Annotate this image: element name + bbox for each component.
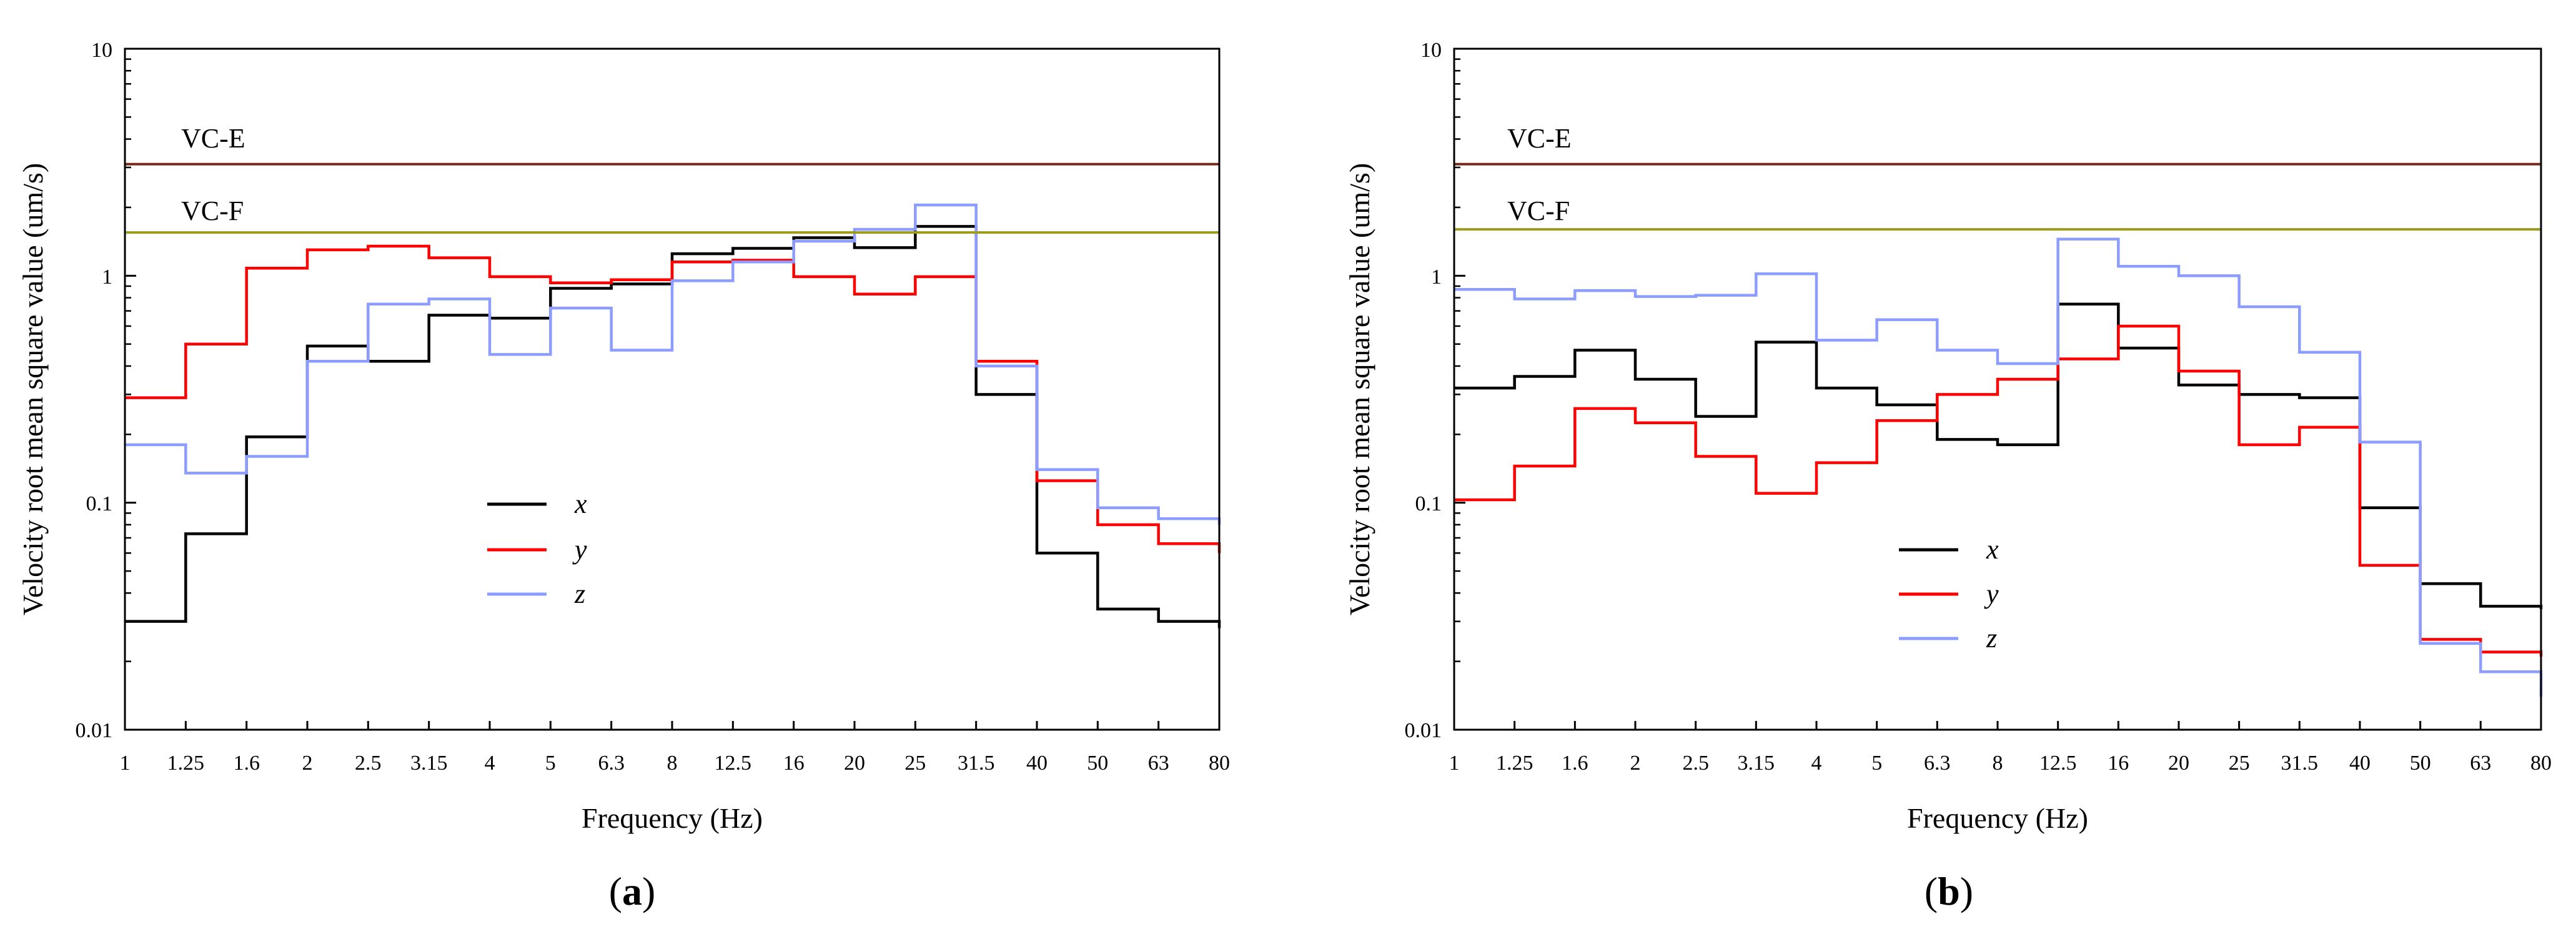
panel-a-xtick-7: 5 <box>545 752 556 775</box>
panel-a-ticks <box>124 47 1221 731</box>
panel-a-xtick-16: 50 <box>1087 752 1108 775</box>
panel-b-ytick-10: 10 <box>1420 39 1442 62</box>
panel-b-series-layer <box>1454 237 2543 697</box>
panel-a-xtick-17: 63 <box>1148 752 1169 775</box>
panel-a-caption: (a) <box>609 869 656 913</box>
panel-b-xtick-11: 16 <box>2108 752 2129 775</box>
panel-b-caption: (b) <box>1925 869 1973 913</box>
panel-b-xtick-7: 5 <box>1871 752 1882 775</box>
panel-a-xtick-6: 4 <box>485 752 495 775</box>
panel-b-xtick-10: 12.5 <box>2039 752 2077 775</box>
panel-b-legend-label-y: y <box>1984 579 1999 609</box>
panel-b-ytick-1: 1 <box>1431 266 1442 289</box>
panel-a: 0.01 0.1 1 10 1 1.25 1.6 2 2.5 3.15 4 5 … <box>17 39 1230 913</box>
panel-a-series-layer <box>125 203 1221 628</box>
panel-a-series-y <box>125 244 1221 554</box>
panel-b-xtick-9: 8 <box>1993 752 2003 775</box>
panel-a-xtick-2: 1.6 <box>233 752 260 775</box>
panel-b-xtick-3: 2 <box>1630 752 1641 775</box>
panel-a-xtick-10: 12.5 <box>715 752 752 775</box>
panel-a-ytick-10: 10 <box>91 39 112 62</box>
panel-a-xtick-18: 80 <box>1209 752 1230 775</box>
panel-b-xtick-13: 25 <box>2229 752 2250 775</box>
panel-b-xtick-15: 40 <box>2349 752 2370 775</box>
panel-b-xtick-2: 1.6 <box>1562 752 1588 775</box>
panel-a-xtick-14: 31.5 <box>958 752 995 775</box>
panel-a-series-z <box>125 203 1221 525</box>
panel-a-series-x <box>125 225 1221 628</box>
panel-b-xtick-8: 6.3 <box>1924 752 1951 775</box>
panel-a-xtick-5: 3.15 <box>410 752 448 775</box>
panel-a-x-axis-label: Frequency (Hz) <box>582 802 763 834</box>
panel-b-legend: x y z <box>1899 534 1999 653</box>
panel-a-ytick-0.1: 0.1 <box>86 492 113 515</box>
panel-b-xtick-4: 2.5 <box>1682 752 1709 775</box>
panel-b-ytick-0.01: 0.01 <box>1405 719 1442 742</box>
panel-b-xtick-1: 1.25 <box>1496 752 1533 775</box>
panel-b-xtick-5: 3.15 <box>1738 752 1775 775</box>
panel-a-xtick-9: 8 <box>667 752 678 775</box>
panel-a-vc-f-label: VC-F <box>181 196 244 226</box>
panel-b-legend-label-x: x <box>1986 534 1999 565</box>
panel-a-caption-letter: a <box>622 869 642 913</box>
panel-b-xtick-17: 63 <box>2470 752 2491 775</box>
panel-a-xtick-11: 16 <box>783 752 805 775</box>
panel-b-series-y <box>1454 324 2543 657</box>
panel-a-reference-lines <box>125 162 1219 234</box>
panel-b-ytick-0.1: 0.1 <box>1415 492 1442 515</box>
panel-b-x-axis-label: Frequency (Hz) <box>1907 802 2088 834</box>
panel-b-xtick-16: 50 <box>2410 752 2431 775</box>
panel-b-vc-e-label: VC-E <box>1507 123 1572 154</box>
panel-a-y-axis-label: Velocity root mean square value (um/s) <box>17 163 49 615</box>
panel-b-series-z <box>1454 237 2543 697</box>
panel-a-xtick-8: 6.3 <box>598 752 625 775</box>
panel-a-vc-e-label: VC-E <box>181 123 245 154</box>
panel-b-xtick-6: 4 <box>1811 752 1822 775</box>
panel-b-caption-letter: b <box>1938 869 1960 913</box>
panel-b-vc-f-label: VC-F <box>1507 196 1570 226</box>
panel-a-xtick-13: 25 <box>904 752 926 775</box>
panel-a-legend-label-y: y <box>572 534 587 565</box>
panel-b-xtick-0: 1 <box>1449 752 1460 775</box>
panel-a-ytick-1: 1 <box>102 266 112 289</box>
panel-a-legend-label-x: x <box>574 489 587 519</box>
panel-a-xtick-4: 2.5 <box>355 752 382 775</box>
panel-b: 0.01 0.1 1 10 1 1.25 1.6 2 2.5 3.15 4 5 … <box>1344 39 2552 913</box>
panel-a-xtick-15: 40 <box>1026 752 1048 775</box>
panel-a-xtick-12: 20 <box>844 752 865 775</box>
panel-b-ticks <box>1453 47 2542 731</box>
panel-b-legend-label-z: z <box>1986 623 1997 653</box>
panel-b-xtick-18: 80 <box>2530 752 2552 775</box>
panel-a-legend-label-z: z <box>574 579 585 609</box>
panel-b-reference-lines <box>1454 162 2541 231</box>
panel-b-y-axis-label: Velocity root mean square value (um/s) <box>1344 163 1375 615</box>
panel-a-xtick-0: 1 <box>120 752 131 775</box>
panel-a-plot-frame <box>124 47 1221 731</box>
panel-b-xtick-14: 31.5 <box>2281 752 2319 775</box>
panel-b-xtick-12: 20 <box>2168 752 2189 775</box>
panel-a-xtick-3: 2 <box>302 752 313 775</box>
panel-a-xtick-1: 1.25 <box>167 752 205 775</box>
panel-a-legend: x y z <box>487 489 587 609</box>
panel-a-ytick-0.01: 0.01 <box>76 719 113 742</box>
